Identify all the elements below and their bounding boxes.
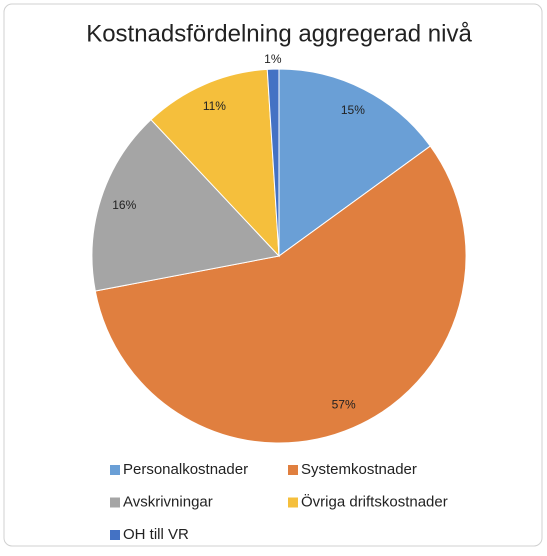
legend-label: OH till VR	[123, 526, 189, 543]
chart-title: Kostnadsfördelning aggregerad nivå	[86, 20, 472, 47]
pie-slice	[278, 68, 431, 257]
legend-swatch	[288, 497, 298, 508]
data-label: 15%	[341, 103, 365, 117]
pie-slice	[266, 68, 280, 257]
legend-label: Personalkostnader	[123, 461, 248, 478]
pie-slice	[91, 118, 280, 292]
legend-label: Systemkostnader	[301, 461, 417, 478]
legend-swatch	[110, 497, 120, 508]
pie-slice	[94, 145, 467, 444]
data-label: 57%	[332, 397, 356, 411]
legend-swatch	[288, 465, 298, 475]
legend-swatch	[110, 530, 120, 540]
legend-label: Övriga driftskostnader	[301, 492, 448, 510]
data-label: 16%	[112, 198, 136, 212]
data-label: 11%	[203, 99, 226, 113]
legend-swatch	[110, 465, 120, 475]
pie-slice	[150, 68, 280, 258]
data-label: 1%	[264, 52, 282, 66]
legend-label: Avskrivningar	[123, 493, 213, 510]
